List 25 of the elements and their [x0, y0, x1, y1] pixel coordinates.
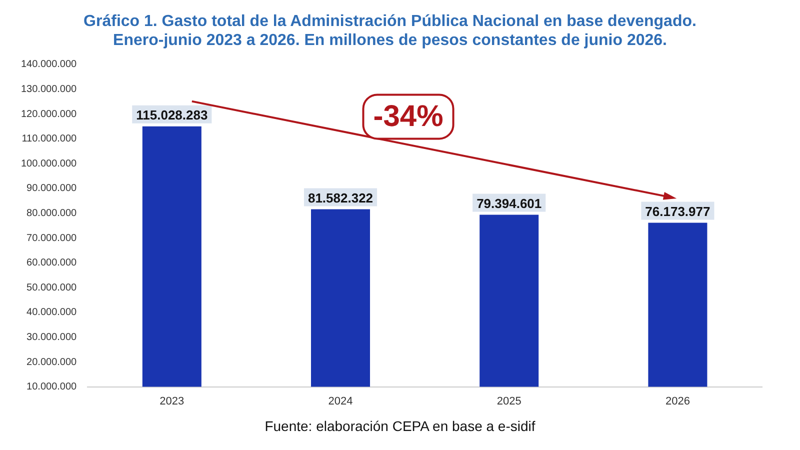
- chart-title: Gráfico 1. Gasto total de la Administración Pública Nacional en base devengado. Enero-junio 2023 a 2026. En millones de pesos constantes de junio 2026.: [84, 13, 696, 50]
- y-tick-label: 110.000.000: [22, 134, 78, 145]
- y-tick-label: 100.000.000: [20, 158, 78, 170]
- annotation: -34%: [373, 100, 444, 133]
- source-note: Fuente: elaboración CEPA en base a e-sidif: [264, 418, 536, 434]
- x-tick-label: 2026: [665, 395, 690, 408]
- y-tick-label: 140.000.000: [20, 59, 78, 70]
- y-tick-label: 40.000.000: [26, 307, 78, 318]
- y-tick-label: 130.000.000: [20, 84, 78, 95]
- y-tick-label: 50.000.000: [26, 282, 78, 294]
- data-label: 115.028.283: [136, 107, 208, 122]
- y-tick-label: 120.000.000: [20, 108, 78, 120]
- y-tick-label: 80.000.000: [26, 208, 78, 219]
- x-tick-label: 2024: [328, 395, 353, 408]
- y-tick-label: 70.000.000: [26, 232, 78, 244]
- data-label: 81.582.322: [308, 190, 374, 206]
- x-tick-label: 2023: [160, 395, 184, 408]
- x-tick-label: 2025: [496, 395, 522, 408]
- y-tick-label: 10.000.000: [26, 382, 78, 393]
- y-tick-label: 60.000.000: [26, 258, 78, 269]
- data-label: 76.173.977: [645, 204, 710, 219]
- y-tick-label: 20.000.000: [26, 356, 78, 368]
- y-tick-label: 30.000.000: [26, 332, 78, 343]
- y-tick-label: 90.000.000: [26, 183, 78, 194]
- data-label: 79.394.601: [476, 196, 542, 211]
